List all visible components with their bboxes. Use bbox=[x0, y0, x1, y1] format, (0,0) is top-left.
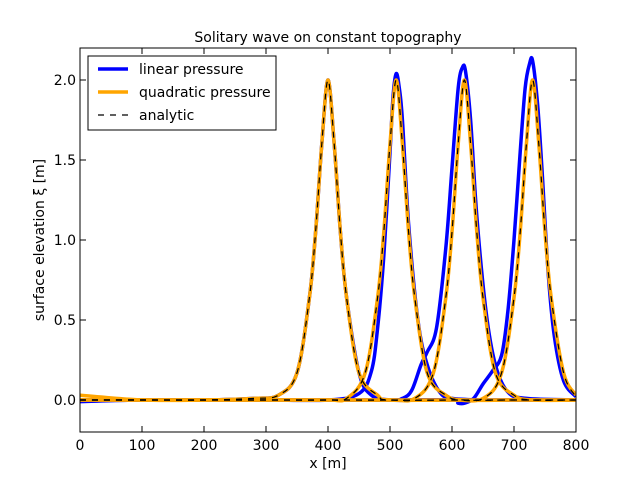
x-tick-label: 700 bbox=[501, 438, 528, 454]
y-tick-label: 1.5 bbox=[54, 153, 76, 169]
plot-lines bbox=[80, 55, 576, 406]
chart-title: Solitary wave on constant topography bbox=[194, 30, 461, 46]
y-tick-label: 2.0 bbox=[54, 73, 76, 89]
legend-label-linear: linear pressure bbox=[139, 62, 244, 78]
y-tick-label: 1.0 bbox=[54, 233, 76, 249]
x-tick-label: 600 bbox=[439, 438, 466, 454]
legend-label-quadratic: quadratic pressure bbox=[139, 85, 271, 101]
x-tick-label: 100 bbox=[129, 438, 156, 454]
x-tick-label: 800 bbox=[563, 438, 590, 454]
series-line-analytic-3 bbox=[80, 79, 576, 402]
x-tick-label: 400 bbox=[315, 438, 342, 454]
x-tick-label: 0 bbox=[76, 438, 85, 454]
x-tick-label: 500 bbox=[377, 438, 404, 454]
x-axis-label: x [m] bbox=[309, 456, 346, 472]
y-axis-label: surface elevation ξ [m] bbox=[32, 159, 48, 321]
x-tick-label: 300 bbox=[253, 438, 280, 454]
y-tick-label: 0.5 bbox=[54, 313, 76, 329]
legend-label-analytic: analytic bbox=[139, 108, 194, 124]
series-line-analytic-4 bbox=[80, 79, 576, 402]
axis-ticks: 0 100 200 300 400 500 600 700 800 0.0 0.5 1.0 1.5 2.0 bbox=[54, 48, 590, 454]
legend: linear pressure quadratic pressure analy… bbox=[87, 55, 277, 131]
y-tick-label: 0.0 bbox=[54, 393, 76, 409]
series-line-analytic-2 bbox=[80, 79, 576, 402]
x-tick-label: 200 bbox=[191, 438, 218, 454]
